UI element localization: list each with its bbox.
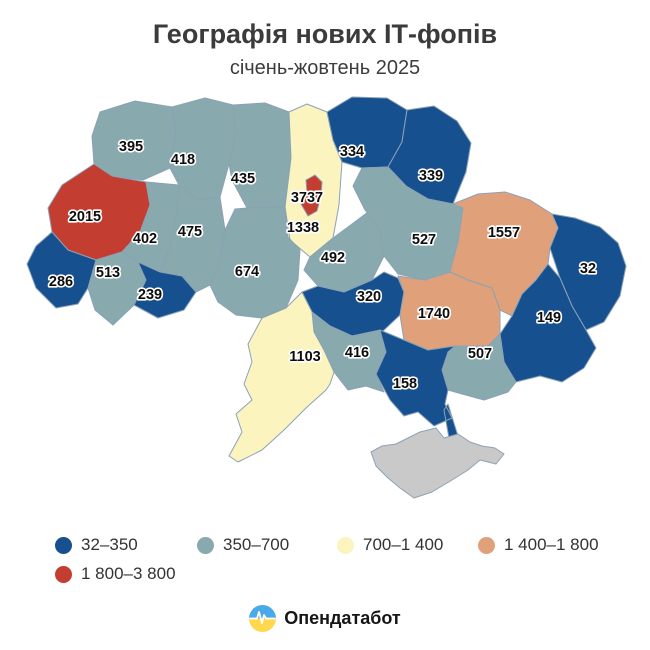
region-value-label-donetsk: 149 <box>537 310 561 326</box>
region-zakarpattia <box>26 231 97 309</box>
legend-label: 1 400–1 800 <box>504 535 599 554</box>
region-value-label-sumy: 339 <box>419 168 443 184</box>
legend-item-4: 1 400–1 800 <box>478 535 599 555</box>
legend-swatch-icon <box>478 536 495 554</box>
page-subtitle: січень-жовтень 2025 <box>229 57 421 79</box>
legend-item-2: 350–700 <box>197 535 289 555</box>
legend-label: 32–350 <box>81 535 138 554</box>
region-value-label-ivano_frankivsk: 513 <box>96 265 120 281</box>
legend-label: 1 800–3 800 <box>81 564 176 583</box>
region-value-label-cherkasy: 492 <box>321 250 345 266</box>
region-kyiv_city <box>300 174 323 217</box>
region-value-label-mykolaiv: 416 <box>345 345 369 361</box>
region-value-label-kyiv_oblast: 1338 <box>287 220 319 236</box>
region-value-label-luhansk: 32 <box>580 261 596 277</box>
region-volyn <box>91 100 177 181</box>
region-value-label-vinnytsia: 674 <box>235 264 259 280</box>
region-value-label-kirovohrad: 320 <box>357 289 381 305</box>
region-odesa <box>228 291 335 463</box>
legend-label: 700–1 400 <box>363 535 444 554</box>
legend-item-5: 1 800–3 800 <box>55 564 176 584</box>
region-value-label-ternopil: 402 <box>133 231 157 247</box>
region-value-label-zhytomyr: 435 <box>231 171 255 187</box>
region-value-label-khmelnytskyi: 475 <box>178 224 202 240</box>
opendatabot-logo-icon <box>249 605 277 632</box>
region-value-label-zaporizhzhia: 507 <box>468 346 492 362</box>
region-value-label-kherson: 158 <box>393 376 417 392</box>
region-value-label-chernivtsi: 239 <box>138 287 162 303</box>
region-value-label-lviv: 2015 <box>69 209 101 225</box>
region-chernivtsi <box>133 261 197 319</box>
region-value-label-chernihiv: 334 <box>340 144 364 160</box>
region-rivne <box>169 97 237 201</box>
legend-label: 350–700 <box>223 535 290 554</box>
region-luhansk <box>549 213 627 331</box>
footer: Опендатабот <box>0 605 650 632</box>
brand-name: Опендатабот <box>284 608 401 628</box>
legend-item-1: 32–350 <box>55 535 138 555</box>
region-value-label-rivne: 418 <box>171 152 195 168</box>
region-vinnytsia <box>209 206 301 319</box>
page-title: Географія нових ІТ-фопів <box>152 19 498 49</box>
region-value-label-poltava: 527 <box>412 232 436 248</box>
legend-swatch-icon <box>337 536 354 554</box>
region-crimea <box>370 427 505 499</box>
region-zhytomyr <box>228 102 292 209</box>
legend-item-3: 700–1 400 <box>337 535 443 555</box>
legend-swatch-icon <box>55 536 72 554</box>
region-value-label-dnipro: 1740 <box>418 306 450 322</box>
region-value-label-kharkiv: 1557 <box>488 225 520 241</box>
region-value-label-volyn: 395 <box>119 139 143 155</box>
legend-swatch-icon <box>197 536 214 554</box>
region-khmelnytskyi <box>159 184 226 293</box>
legend-swatch-icon <box>55 565 72 583</box>
region-value-label-zakarpattia: 286 <box>49 274 73 290</box>
region-value-label-kyiv_city: 3737 <box>291 190 323 206</box>
region-value-label-odesa: 1103 <box>289 349 320 365</box>
